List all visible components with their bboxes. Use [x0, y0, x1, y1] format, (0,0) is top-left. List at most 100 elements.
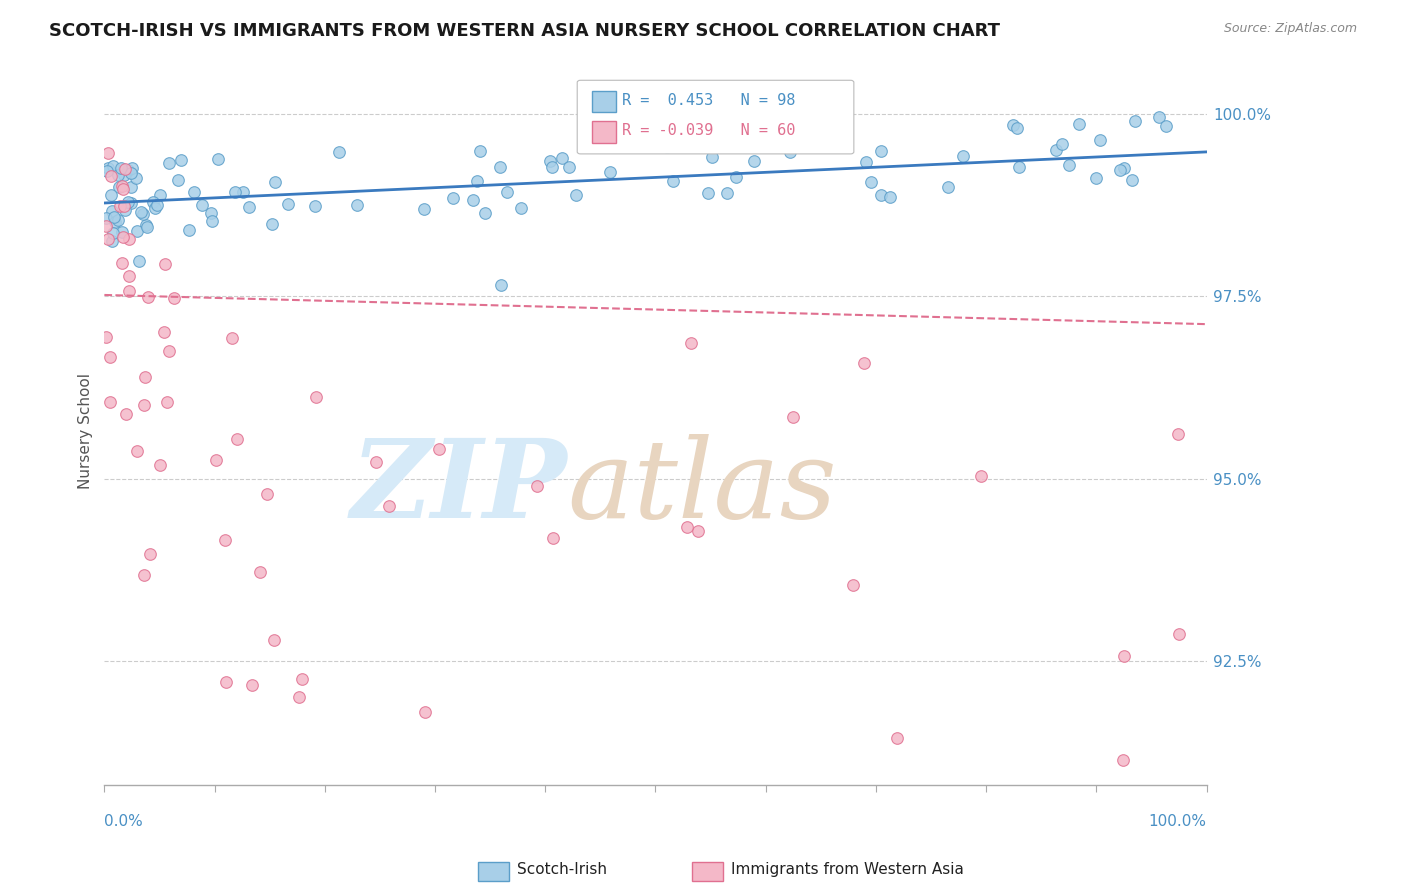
Point [114, 162, 136, 177]
Point [489, 160, 512, 174]
Point [205, 453, 228, 467]
Point [860, 175, 883, 189]
Point [117, 162, 139, 177]
Point [157, 155, 180, 169]
Point [256, 487, 278, 501]
Point [541, 531, 564, 545]
Point [346, 198, 368, 212]
Point [1069, 117, 1091, 131]
Point [191, 198, 214, 212]
Point [662, 174, 685, 188]
Point [238, 200, 260, 214]
Point [879, 190, 901, 204]
Point [495, 186, 517, 200]
Point [183, 186, 205, 200]
Point [936, 180, 959, 194]
Point [115, 407, 138, 421]
Point [277, 197, 299, 211]
Point [128, 254, 150, 268]
Point [207, 152, 229, 166]
Point [224, 185, 246, 199]
Point [489, 278, 512, 293]
Point [412, 202, 434, 216]
Text: Scotch-Irish: Scotch-Irish [517, 863, 607, 877]
Point [145, 198, 167, 212]
Point [288, 690, 311, 704]
Point [551, 151, 574, 165]
Point [249, 566, 271, 580]
FancyBboxPatch shape [578, 80, 853, 154]
Point [215, 674, 238, 689]
Point [510, 202, 533, 216]
Point [1123, 114, 1146, 128]
Point [177, 223, 200, 237]
Point [96, 211, 118, 225]
Point [366, 454, 388, 468]
Point [1149, 110, 1171, 124]
Point [153, 256, 176, 270]
Point [1084, 171, 1107, 186]
Point [153, 325, 176, 339]
Point [120, 196, 142, 211]
Point [104, 215, 127, 229]
Point [1114, 649, 1136, 664]
Point [441, 191, 464, 205]
Point [305, 390, 328, 404]
Point [869, 145, 891, 159]
Point [853, 356, 876, 370]
Point [716, 186, 738, 200]
Point [696, 186, 718, 200]
Point [263, 632, 285, 647]
Point [100, 187, 122, 202]
Point [378, 499, 401, 513]
Point [100, 169, 122, 183]
Point [103, 227, 125, 241]
Point [107, 168, 129, 182]
Point [111, 256, 134, 270]
Point [1007, 160, 1029, 174]
Point [1112, 753, 1135, 767]
Point [136, 219, 159, 234]
Text: Source: ZipAtlas.com: Source: ZipAtlas.com [1223, 22, 1357, 36]
Point [1167, 427, 1189, 442]
Point [112, 199, 135, 213]
Bar [592, 121, 616, 143]
Point [101, 234, 124, 248]
Point [136, 290, 159, 304]
Point [474, 206, 496, 220]
Point [842, 578, 865, 592]
Point [103, 159, 125, 173]
Point [468, 144, 491, 158]
Point [328, 145, 350, 159]
Point [1045, 143, 1067, 157]
Point [118, 268, 141, 283]
Point [107, 180, 129, 194]
Point [135, 218, 157, 232]
Point [214, 533, 236, 548]
Point [110, 179, 132, 194]
Point [107, 213, 129, 227]
Point [120, 166, 142, 180]
Point [541, 161, 564, 175]
Point [1154, 119, 1177, 133]
Point [97, 161, 120, 175]
Point [125, 223, 148, 237]
Point [1059, 158, 1081, 172]
Point [149, 458, 172, 472]
Point [101, 204, 124, 219]
Point [103, 211, 125, 225]
Point [226, 432, 249, 446]
Point [779, 145, 801, 160]
Point [112, 230, 135, 244]
Point [110, 225, 132, 239]
Text: R = -0.039   N = 60: R = -0.039 N = 60 [623, 123, 796, 138]
Text: 0.0%: 0.0% [104, 814, 143, 829]
Point [465, 174, 488, 188]
Point [134, 370, 156, 384]
Point [97, 146, 120, 161]
Point [98, 394, 121, 409]
Text: SCOTCH-IRISH VS IMMIGRANTS FROM WESTERN ASIA NURSERY SCHOOL CORRELATION CHART: SCOTCH-IRISH VS IMMIGRANTS FROM WESTERN … [49, 22, 1000, 40]
Point [200, 206, 222, 220]
Point [676, 520, 699, 534]
Point [120, 179, 142, 194]
